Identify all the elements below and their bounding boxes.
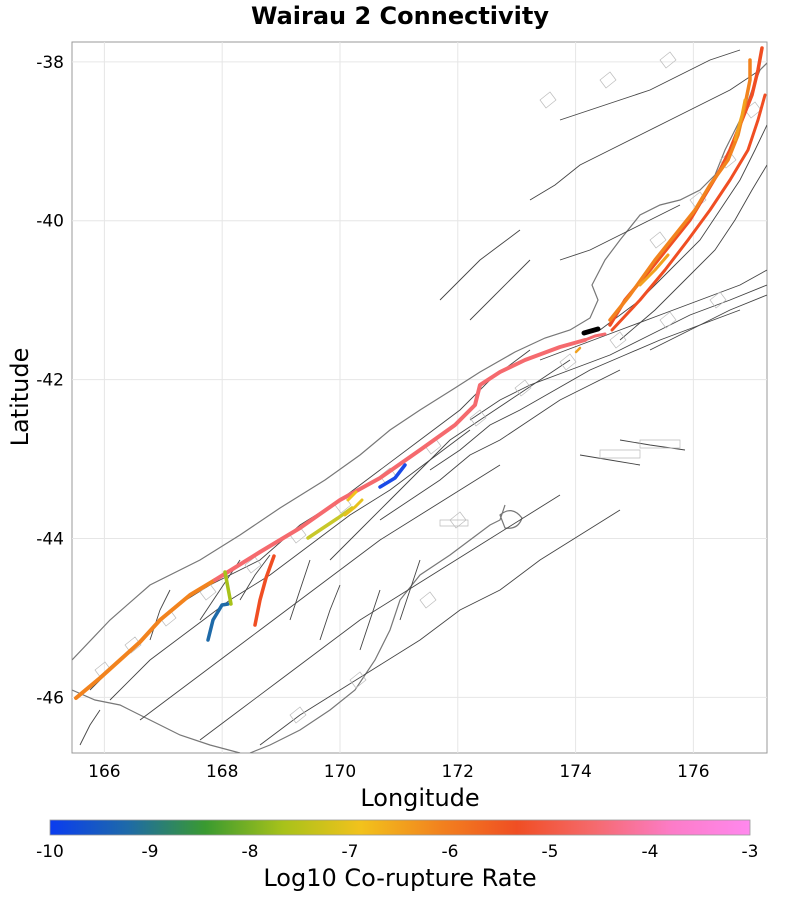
colorbar-label: Log10 Co-rupture Rate <box>263 864 536 892</box>
y-tick-label: -38 <box>36 53 64 73</box>
corupture-red-fault <box>253 554 276 627</box>
y-tick-label: -40 <box>36 212 64 232</box>
colorbar-tick-label: -3 <box>742 842 759 862</box>
map-grid <box>72 42 767 753</box>
corupture-wairarapa-segment <box>610 93 767 332</box>
map-frame <box>71 41 768 754</box>
source-fault-wairau-2 <box>581 326 601 336</box>
corupture-alpine-central-segment <box>213 338 587 582</box>
y-tick-label: -42 <box>36 371 64 391</box>
corupture-blue-fault-a <box>378 463 407 489</box>
colorbar-tick-label: -10 <box>36 842 64 862</box>
x-axis-label: Longitude <box>360 784 479 812</box>
y-axis-label: Latitude <box>6 348 34 447</box>
corupture-yellow-fault-b <box>343 498 364 517</box>
x-tick-label: 170 <box>324 762 356 782</box>
corupture-branch-orange-north <box>733 98 747 142</box>
corupture-awatere-fault <box>574 346 582 354</box>
x-tick-label: 174 <box>559 762 591 782</box>
x-tick-label: 166 <box>88 762 120 782</box>
x-tick-label: 168 <box>206 762 238 782</box>
corupture-yellow-fault-a <box>306 506 354 540</box>
colorbar <box>49 819 751 836</box>
colorbar-tick-label: -4 <box>642 842 659 862</box>
corupture-hope-fault <box>583 332 607 342</box>
background-fault-network <box>79 49 767 746</box>
colorbar-tick-label: -7 <box>342 842 359 862</box>
y-axis-ticks: -38 -40 -42 -44 -46 <box>36 53 64 709</box>
corupture-green-fault <box>223 570 233 606</box>
y-tick-label: -46 <box>36 688 64 708</box>
colorbar-tick-label: -5 <box>542 842 559 862</box>
corupture-wellington-segment-b <box>608 58 752 322</box>
colorbar-ticks: -10 -9 -8 -7 -6 -5 -4 -3 <box>36 842 758 862</box>
y-tick-label: -44 <box>36 530 64 550</box>
colorbar-tick-label: -6 <box>442 842 459 862</box>
corupture-blue-fault-b <box>206 602 230 642</box>
corupture-yellow-fault-c <box>346 490 358 502</box>
x-tick-label: 176 <box>677 762 709 782</box>
corupture-alpine-south-segment <box>74 578 217 700</box>
chart-title: Wairau 2 Connectivity <box>250 2 550 30</box>
corupture-branch-orange-upper <box>638 253 670 287</box>
x-axis-ticks: 166 168 170 172 174 176 <box>88 762 709 782</box>
coastline <box>72 62 767 753</box>
colorbar-tick-label: -8 <box>242 842 259 862</box>
colorbar-tick-label: -9 <box>142 842 159 862</box>
x-tick-label: 172 <box>442 762 474 782</box>
